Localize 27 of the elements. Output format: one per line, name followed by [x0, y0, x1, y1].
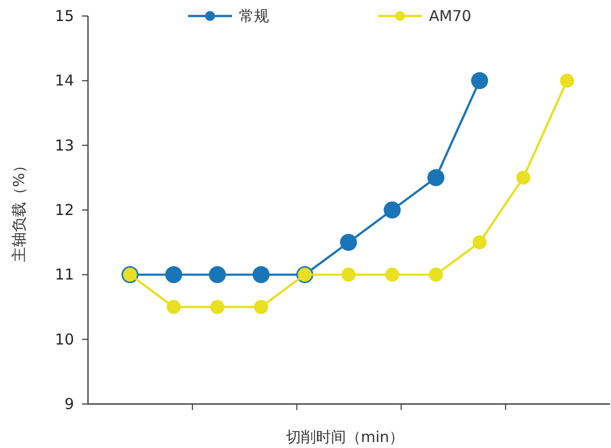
point [471, 72, 488, 90]
y-tick-label: 14 [54, 72, 74, 90]
y-tick-label: 15 [54, 7, 74, 25]
y-tick-label: 13 [54, 136, 74, 154]
y-tick-label: 12 [54, 201, 74, 219]
point [516, 170, 530, 185]
point [208, 266, 226, 284]
point [210, 300, 224, 314]
point [428, 268, 443, 282]
legend-label: 常规 [239, 7, 269, 25]
legend-label: AM70 [429, 7, 472, 25]
point [385, 268, 400, 282]
point [427, 169, 444, 186]
point [384, 202, 401, 218]
point [254, 300, 268, 314]
y-tick-label: 10 [54, 330, 74, 348]
y-axis-title: 主轴负载（%） [10, 158, 28, 262]
point [165, 266, 182, 284]
point [472, 235, 487, 250]
point [166, 300, 181, 314]
point [340, 234, 357, 251]
y-tick-label: 9 [64, 395, 74, 413]
point [342, 268, 356, 282]
point [560, 74, 574, 88]
x-axis-title: 切削时间（min） [286, 428, 404, 446]
y-tick-label: 11 [54, 266, 74, 284]
point [252, 266, 270, 284]
